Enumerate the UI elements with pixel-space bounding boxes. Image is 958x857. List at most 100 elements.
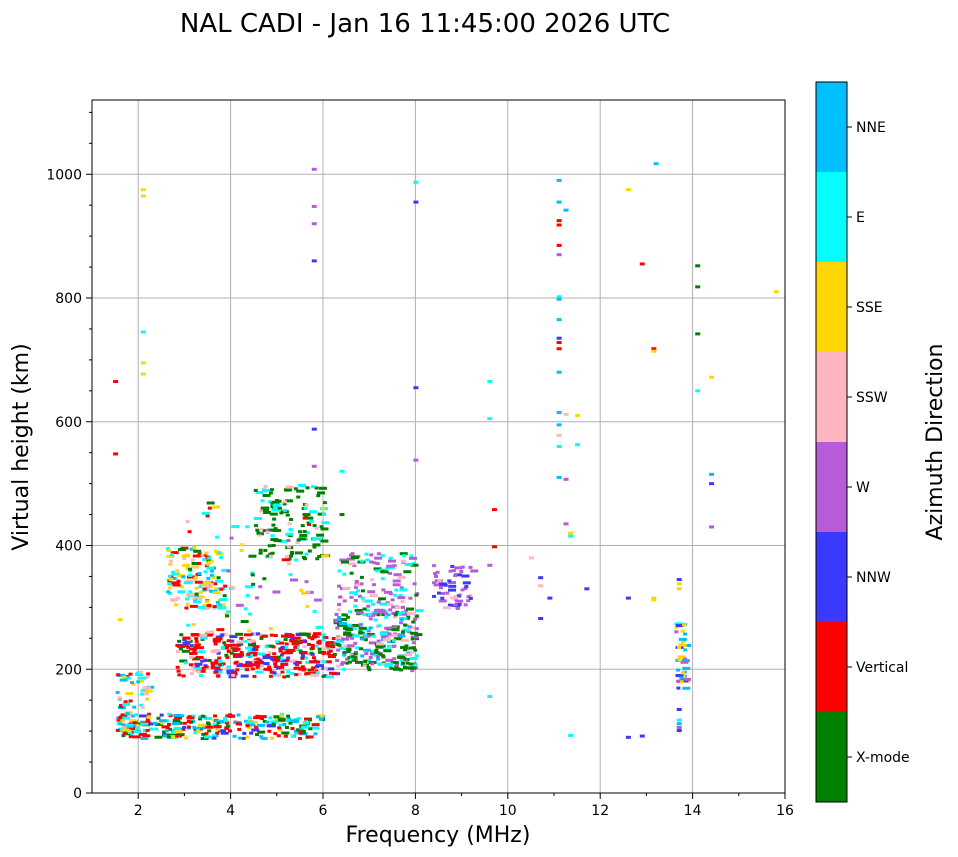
data-point	[130, 681, 135, 685]
data-point	[210, 661, 219, 665]
data-point	[237, 653, 242, 657]
data-point	[162, 732, 167, 736]
data-point	[133, 730, 142, 734]
data-point	[276, 734, 281, 738]
data-point	[379, 568, 388, 572]
data-point	[274, 717, 279, 721]
data-point	[375, 655, 380, 659]
data-point	[262, 653, 271, 657]
data-point	[312, 543, 321, 547]
data-point	[138, 670, 143, 674]
data-point	[321, 674, 326, 678]
data-point	[187, 530, 192, 534]
data-point	[210, 569, 215, 573]
data-point	[239, 653, 244, 657]
data-point	[186, 725, 191, 729]
data-point	[556, 295, 562, 299]
data-point	[463, 587, 468, 591]
data-point	[204, 564, 209, 568]
data-point	[174, 716, 183, 720]
data-point	[365, 608, 370, 612]
colorbar-tick-label: W	[856, 480, 870, 496]
data-point	[171, 722, 180, 726]
data-point	[347, 562, 356, 566]
data-point	[291, 659, 296, 663]
data-point	[131, 682, 136, 686]
data-point	[450, 564, 455, 568]
data-point	[290, 633, 295, 637]
data-point	[556, 347, 562, 351]
data-point	[203, 581, 212, 585]
data-point	[695, 285, 701, 289]
data-point	[491, 545, 497, 549]
data-point	[403, 570, 412, 574]
data-point	[295, 648, 300, 652]
data-point	[140, 722, 149, 726]
data-point	[230, 643, 239, 647]
data-point	[353, 650, 358, 654]
data-point	[298, 731, 303, 735]
data-point	[190, 633, 199, 637]
data-point	[528, 556, 534, 560]
data-point	[252, 663, 261, 667]
data-point	[413, 648, 418, 652]
data-point	[278, 649, 283, 653]
data-point	[193, 667, 202, 671]
data-point	[235, 722, 240, 726]
data-point	[625, 596, 631, 600]
data-point	[383, 612, 388, 616]
data-point	[132, 721, 137, 725]
data-point	[139, 692, 144, 696]
data-point	[183, 581, 192, 585]
data-point	[193, 600, 202, 604]
data-point	[177, 734, 182, 738]
data-point	[253, 658, 258, 662]
data-point	[270, 736, 275, 740]
data-point	[231, 525, 240, 529]
data-point	[125, 692, 134, 696]
data-point	[138, 714, 147, 718]
data-point	[277, 728, 282, 732]
data-point	[263, 737, 268, 741]
data-point	[321, 666, 326, 670]
data-point	[290, 734, 295, 738]
data-point	[374, 556, 383, 560]
data-point	[547, 596, 553, 600]
data-point	[334, 619, 339, 623]
data-point	[371, 634, 376, 638]
data-point	[300, 656, 305, 660]
data-point	[176, 650, 181, 654]
data-point	[353, 592, 358, 596]
data-point	[210, 664, 219, 668]
data-point	[314, 537, 323, 541]
data-point	[257, 652, 266, 656]
data-point	[251, 648, 256, 652]
data-point	[119, 678, 128, 682]
data-point	[290, 550, 295, 554]
data-point	[205, 600, 210, 604]
data-point	[274, 499, 279, 503]
data-point	[185, 602, 190, 606]
data-point	[327, 655, 336, 659]
data-point	[406, 630, 411, 634]
data-point	[695, 389, 701, 393]
data-point	[438, 586, 443, 590]
data-point	[245, 735, 250, 739]
data-point	[170, 551, 179, 555]
data-point	[392, 564, 397, 568]
data-point	[294, 731, 299, 735]
data-point	[359, 582, 364, 586]
data-point	[295, 644, 300, 648]
data-point	[141, 692, 150, 696]
data-point	[346, 644, 355, 648]
data-point	[304, 672, 309, 676]
data-point	[280, 645, 285, 649]
data-point	[263, 489, 268, 493]
data-point	[234, 660, 239, 664]
data-point	[197, 723, 206, 727]
data-point	[406, 651, 411, 655]
data-point	[401, 661, 406, 665]
data-point	[354, 608, 363, 612]
data-point	[268, 627, 273, 631]
data-point	[270, 655, 279, 659]
